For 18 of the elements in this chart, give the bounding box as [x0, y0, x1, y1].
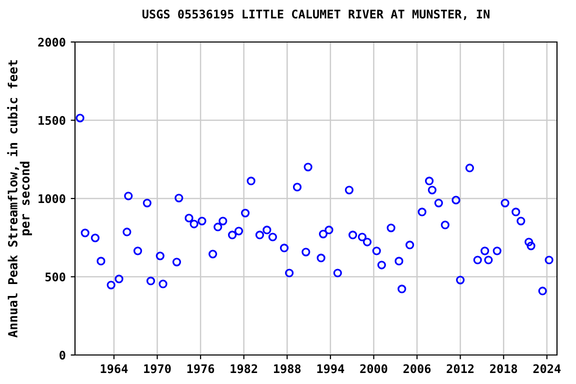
y-tick-label: 1500	[38, 116, 66, 125]
x-tick-label: 2006	[403, 364, 431, 374]
y-tick-label: 500	[45, 272, 66, 282]
chart-title: USGS 05536195 LITTLE CALUMET RIVER AT MUNSTER, IN	[142, 10, 490, 20]
x-tick-label: 2018	[490, 364, 518, 374]
x-tick-label: 2024	[533, 364, 561, 374]
y-tick-label: 0	[60, 350, 66, 360]
x-tick-label: 1988	[274, 364, 301, 374]
x-tick-label: 1994	[317, 364, 344, 374]
y-tick-label: 2000	[38, 38, 66, 47]
x-tick-label: 2000	[360, 364, 388, 374]
x-tick-label: 1964	[100, 364, 128, 374]
x-tick-label: 1970	[144, 364, 171, 374]
y-axis-title: Annual Peak Streamflow, in cubic feet per second	[7, 60, 32, 338]
x-tick-label: 1976	[187, 364, 214, 374]
x-tick-label: 1982	[230, 364, 258, 374]
y-tick-label: 1000	[38, 194, 66, 204]
x-tick-label: 2012	[446, 364, 474, 374]
